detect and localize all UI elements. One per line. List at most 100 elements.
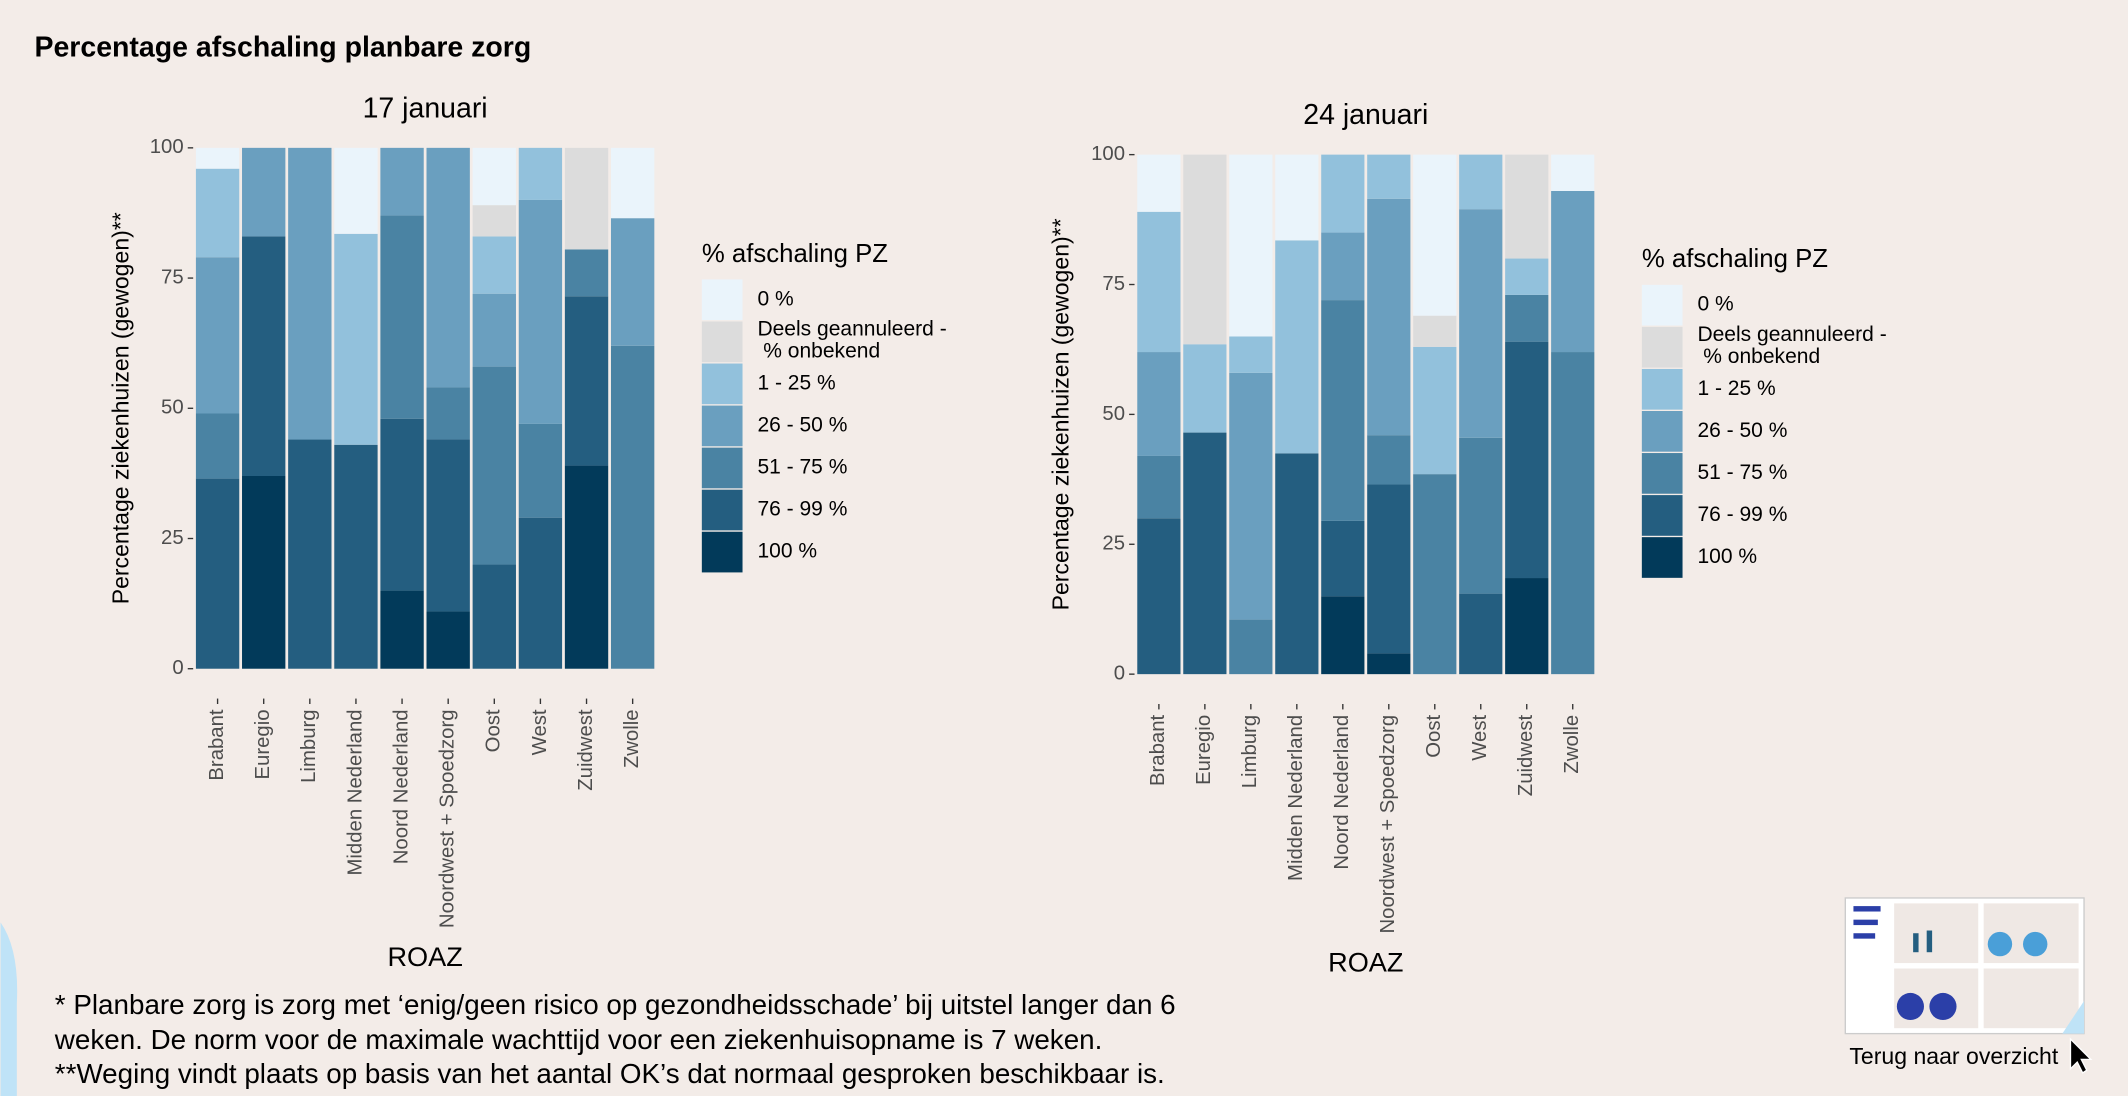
legend-swatch	[1642, 537, 1683, 578]
bar-segment	[519, 518, 562, 669]
bar-segment	[1321, 596, 1364, 674]
bar-segment	[611, 218, 654, 346]
bar-segment	[1321, 233, 1364, 301]
bar-segment	[1275, 155, 1318, 241]
x-tick-label: Noordwest + Spoedzorg	[1377, 715, 1399, 934]
chart-title: 17 januari	[363, 92, 488, 124]
bar-segment	[1137, 352, 1180, 456]
x-axis-label: ROAZ	[1328, 947, 1403, 978]
x-tick-label: Noord Nederland	[1331, 715, 1353, 870]
bar-segment	[1505, 342, 1548, 578]
bar-segment	[427, 387, 470, 439]
bar-segment	[1459, 594, 1502, 675]
bar-segment	[1137, 155, 1180, 212]
page: Percentage afschaling planbare zorg * Pl…	[0, 0, 2128, 1096]
y-tick-label: 75	[161, 266, 184, 288]
y-axis-label: Percentage ziekenhuizen (gewogen)**	[1048, 218, 1074, 610]
y-tick-label: 25	[161, 527, 184, 549]
x-tick-label: Oost	[483, 709, 505, 752]
y-tick-label: 0	[1114, 663, 1125, 685]
legend-swatch	[702, 490, 743, 531]
bar-segment	[1413, 316, 1456, 347]
bar-segment	[196, 148, 239, 169]
bar-segment	[334, 234, 377, 445]
y-tick-label: 50	[161, 397, 184, 419]
bar-segment	[1551, 191, 1594, 352]
bar-segment	[1183, 344, 1226, 432]
legend-swatch	[1642, 453, 1683, 494]
bar-segment	[1183, 155, 1226, 345]
bar-segment	[1137, 212, 1180, 352]
legend-label: 51 - 75 %	[757, 456, 847, 479]
bar-segment	[427, 148, 470, 388]
nav-label[interactable]: Terug naar overzicht	[1849, 1043, 2058, 1069]
footnote: weken. De norm voor de maximale wachttij…	[54, 1024, 1103, 1055]
legend-label: 100 %	[757, 540, 817, 563]
bar-segment	[1413, 474, 1456, 674]
y-axis-label: Percentage ziekenhuizen (gewogen)**	[108, 212, 134, 604]
bar-segment	[334, 445, 377, 669]
x-tick-label: Brabant	[1147, 714, 1169, 786]
bar-segment	[473, 294, 516, 367]
legend-title: % afschaling PZ	[1642, 245, 1828, 273]
bar-segment	[1551, 352, 1594, 674]
x-tick-label: Limburg	[1239, 715, 1261, 788]
footnote: * Planbare zorg is zorg met ‘enig/geen r…	[55, 989, 1176, 1020]
x-tick-label: Brabant	[206, 709, 228, 781]
x-tick-label: Limburg	[298, 709, 320, 782]
thumbnail-pie	[2023, 932, 2047, 956]
legend-swatch	[1642, 369, 1683, 410]
legend-swatch	[702, 448, 743, 489]
bar-segment	[1229, 373, 1272, 620]
bar-segment	[1183, 433, 1226, 675]
legend-label: 100 %	[1697, 545, 1757, 568]
bar-segment	[380, 591, 423, 669]
x-tick-label: Oost	[1423, 714, 1445, 757]
thumbnail-line	[1853, 933, 1875, 938]
y-tick-label: 100	[150, 136, 184, 158]
bar-segment	[288, 440, 331, 669]
x-axis-label: ROAZ	[387, 941, 462, 972]
x-tick-label: Noord Nederland	[390, 709, 412, 864]
bar-segment	[1505, 578, 1548, 674]
bar-segment	[519, 200, 562, 424]
bar-segment	[473, 565, 516, 669]
bar-segment	[1229, 336, 1272, 372]
bar-segment	[288, 148, 331, 440]
bar-segment	[1367, 485, 1410, 654]
thumbnail-pie	[1988, 932, 2012, 956]
bar-segment	[473, 205, 516, 236]
bar-segment	[1229, 155, 1272, 337]
legend-swatch	[1642, 285, 1683, 326]
bar-segment	[473, 367, 516, 565]
bar-segment	[611, 346, 654, 669]
thumbnail-pie	[1929, 993, 1956, 1020]
x-tick-label: Noordwest + Spoedzorg	[437, 709, 459, 928]
y-tick-label: 100	[1091, 143, 1125, 165]
bar-segment	[473, 236, 516, 293]
overview-link[interactable]: Terug naar overzicht	[1845, 898, 2091, 1073]
bar-segment	[1505, 155, 1548, 259]
bar-segment	[565, 296, 608, 465]
bar-segment	[473, 148, 516, 205]
bar-segment	[196, 169, 239, 258]
legend-label: 26 - 50 %	[757, 413, 847, 436]
legend-swatch	[702, 532, 743, 573]
thumbnail-line	[1853, 906, 1880, 911]
bar-segment	[380, 216, 423, 419]
bar-segment	[242, 236, 285, 476]
bar-segment	[1459, 209, 1502, 438]
bar-segment	[1275, 240, 1318, 453]
bar-segment	[242, 148, 285, 237]
bar-segment	[1137, 518, 1180, 674]
bar-segment	[565, 148, 608, 250]
y-tick-label: 75	[1102, 273, 1125, 295]
bar-segment	[565, 466, 608, 669]
legend-swatch	[702, 279, 743, 320]
legend-label: 76 - 99 %	[757, 498, 847, 521]
legend-title: % afschaling PZ	[702, 240, 888, 268]
bar-segment	[1367, 653, 1410, 674]
legend-label: 0 %	[757, 287, 793, 310]
chart-title: 24 januari	[1303, 99, 1428, 131]
x-tick-label: West	[529, 709, 551, 755]
